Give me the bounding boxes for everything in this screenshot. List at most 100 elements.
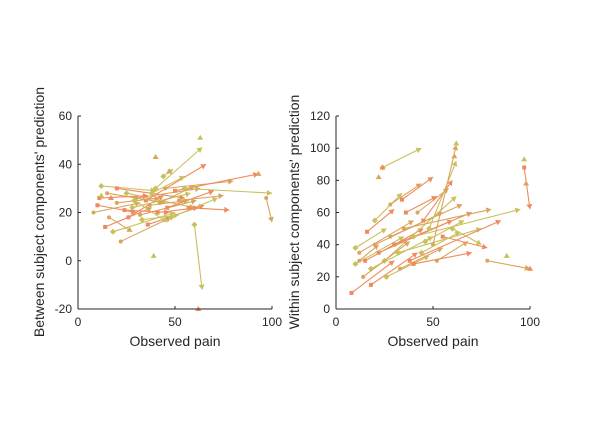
start-marker xyxy=(426,225,433,232)
within-x-axis-label: Observed pain xyxy=(387,333,478,349)
end-marker xyxy=(192,205,199,212)
change-line xyxy=(487,260,531,270)
end-marker xyxy=(218,193,224,200)
change-line xyxy=(145,163,207,201)
change-line xyxy=(174,173,259,192)
data-point xyxy=(379,164,386,170)
start-marker xyxy=(371,217,378,224)
start-marker xyxy=(143,198,148,203)
start-marker xyxy=(401,226,406,231)
data-point xyxy=(152,154,159,160)
x-tick-label: 100 xyxy=(262,315,282,329)
end-marker xyxy=(196,147,203,153)
start-marker xyxy=(123,190,130,197)
end-marker xyxy=(157,195,164,201)
start-marker xyxy=(485,258,490,263)
end-marker xyxy=(431,196,437,202)
change-line xyxy=(413,208,521,238)
end-marker xyxy=(208,189,214,196)
start-marker xyxy=(109,228,116,235)
y-tick-label: 20 xyxy=(317,270,331,284)
start-marker xyxy=(410,233,417,240)
change-line xyxy=(193,224,203,290)
start-marker xyxy=(392,242,397,247)
start-marker xyxy=(148,190,155,197)
change-line xyxy=(409,220,502,262)
start-marker xyxy=(126,215,131,220)
change-line xyxy=(133,199,168,223)
change-line xyxy=(436,240,469,262)
end-marker xyxy=(436,247,443,253)
end-marker xyxy=(200,164,207,170)
start-marker xyxy=(105,191,110,196)
end-marker xyxy=(388,260,395,267)
end-marker xyxy=(514,207,521,214)
change-line xyxy=(351,260,395,294)
change-line xyxy=(374,192,403,221)
start-marker xyxy=(399,197,404,202)
change-line xyxy=(366,208,395,233)
end-marker xyxy=(447,180,453,187)
change-line xyxy=(362,241,411,278)
start-marker xyxy=(522,165,527,170)
start-marker xyxy=(411,261,416,266)
start-marker xyxy=(173,188,177,193)
start-marker xyxy=(361,274,366,279)
end-marker xyxy=(466,250,472,257)
end-marker xyxy=(411,252,418,259)
start-marker xyxy=(139,216,146,223)
start-marker xyxy=(368,282,373,287)
data-point xyxy=(150,252,157,258)
end-marker xyxy=(164,209,170,216)
start-marker xyxy=(388,234,393,239)
data-point xyxy=(523,180,530,186)
end-marker xyxy=(188,185,195,191)
end-marker xyxy=(462,241,468,247)
change-line xyxy=(97,204,137,214)
start-marker xyxy=(365,229,370,234)
end-marker xyxy=(183,198,189,205)
between-y-axis-label: Between subject components' prediction xyxy=(31,87,47,337)
data-point xyxy=(453,140,460,146)
change-line xyxy=(112,211,176,233)
end-marker xyxy=(415,147,422,154)
end-marker xyxy=(398,236,404,242)
end-marker xyxy=(407,220,414,226)
end-marker xyxy=(456,203,463,210)
change-line xyxy=(399,247,443,270)
change-line xyxy=(99,195,148,199)
end-marker xyxy=(450,196,457,202)
change-line xyxy=(370,252,418,286)
start-marker xyxy=(103,224,108,229)
start-marker xyxy=(186,205,191,210)
start-marker xyxy=(191,221,198,228)
data-point xyxy=(166,168,173,174)
end-marker xyxy=(161,216,168,223)
start-marker xyxy=(421,218,426,223)
change-line xyxy=(393,211,473,246)
end-marker xyxy=(142,192,148,199)
change-line xyxy=(136,187,201,199)
start-marker xyxy=(415,210,420,215)
start-marker xyxy=(118,239,123,244)
end-marker xyxy=(415,183,422,189)
change-line xyxy=(165,180,234,189)
start-marker xyxy=(376,250,381,255)
end-marker xyxy=(184,191,191,198)
end-marker xyxy=(126,226,133,232)
change-line xyxy=(101,185,156,192)
y-tick-label: 60 xyxy=(317,206,331,220)
change-line xyxy=(523,167,531,210)
within-subject-panel: 0 50 100 0 20 40 60 80 100 120 Observed pain With… xyxy=(286,95,540,349)
start-marker xyxy=(357,258,362,263)
change-line xyxy=(428,160,457,229)
y-tick-label: 60 xyxy=(59,109,73,123)
data-point xyxy=(375,174,382,180)
start-marker xyxy=(91,210,96,215)
change-line xyxy=(390,203,463,238)
change-line xyxy=(93,202,141,214)
change-line xyxy=(452,228,482,246)
data-point xyxy=(107,195,114,201)
